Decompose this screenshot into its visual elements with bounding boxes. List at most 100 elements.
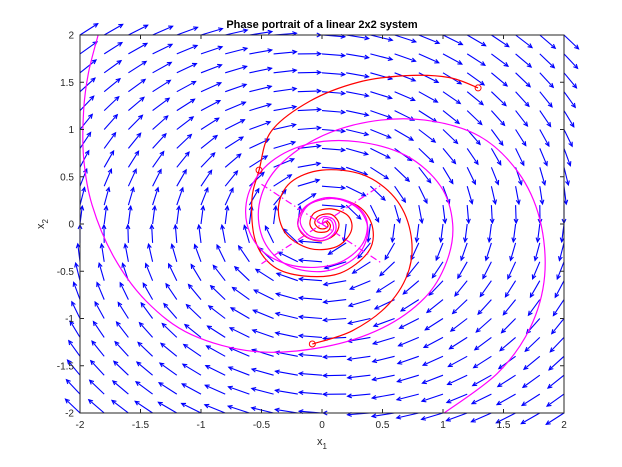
field-arrow	[103, 204, 109, 225]
vector-field	[64, 22, 580, 426]
field-arrow	[224, 170, 239, 187]
field-arrow	[103, 77, 122, 93]
field-arrow	[442, 34, 464, 46]
field-arrow	[466, 167, 476, 186]
field-arrow	[176, 186, 184, 206]
y-tick-label: 0.5	[60, 172, 74, 183]
field-arrow	[321, 185, 347, 191]
field-arrow	[370, 34, 394, 42]
field-arrow	[545, 412, 565, 426]
field-arrow	[157, 401, 178, 414]
field-arrow	[87, 398, 105, 414]
field-arrow	[200, 186, 209, 206]
field-arrow	[346, 128, 370, 137]
field-arrow	[273, 140, 297, 149]
field-arrow	[418, 204, 424, 225]
field-arrow	[165, 282, 178, 300]
field-arrow	[227, 385, 250, 395]
field-arrow	[520, 412, 541, 425]
field-arrow	[522, 355, 541, 371]
field-arrow	[424, 318, 444, 331]
field-arrow	[563, 91, 576, 109]
field-arrow	[539, 72, 555, 89]
field-arrow	[182, 343, 202, 357]
field-arrow	[79, 22, 99, 36]
field-arrow	[65, 378, 81, 395]
field-arrow	[471, 374, 492, 387]
x-tick-label: 1	[440, 420, 446, 431]
field-arrow	[509, 242, 517, 262]
field-arrow	[249, 48, 274, 55]
field-arrow	[250, 406, 274, 414]
x-tick-label: -0.5	[253, 420, 271, 431]
field-arrow	[394, 204, 401, 224]
field-arrow	[176, 26, 199, 36]
field-arrow	[442, 129, 459, 145]
field-arrow	[274, 292, 298, 301]
field-arrow	[425, 299, 444, 314]
field-arrow	[396, 374, 419, 383]
field-arrow	[250, 387, 274, 395]
x-tick-label: 2	[561, 420, 567, 431]
field-arrow	[168, 262, 178, 281]
field-arrow	[420, 393, 444, 403]
field-arrow	[297, 88, 323, 94]
field-arrow	[249, 84, 273, 93]
field-arrow	[347, 299, 371, 308]
field-arrow	[370, 393, 395, 400]
field-arrow	[200, 45, 224, 55]
field-arrow	[200, 169, 213, 187]
field-arrow	[418, 148, 435, 164]
field-arrow	[322, 299, 347, 305]
field-arrow	[418, 129, 437, 143]
field-arrow	[181, 383, 202, 395]
field-arrow	[103, 149, 115, 168]
field-arrow	[535, 223, 541, 244]
field-arrow	[321, 204, 347, 210]
field-arrow	[431, 261, 444, 279]
field-arrow	[128, 96, 145, 112]
field-arrow	[79, 77, 96, 93]
field-arrow	[414, 223, 420, 244]
field-arrow	[275, 272, 298, 282]
field-arrow	[176, 44, 199, 55]
field-arrow	[112, 360, 129, 376]
eigen-direction-line	[261, 183, 383, 265]
field-arrow	[224, 153, 242, 168]
field-arrow	[470, 412, 492, 423]
field-arrow	[273, 104, 298, 112]
field-arrow	[447, 355, 468, 368]
field-arrow	[103, 167, 113, 187]
field-arrow	[394, 166, 411, 183]
field-arrow	[527, 299, 541, 317]
field-arrow	[89, 359, 105, 376]
field-arrow	[249, 102, 273, 112]
field-arrow	[96, 281, 105, 300]
field-arrow	[499, 336, 516, 352]
field-arrow	[462, 223, 468, 244]
field-arrow	[249, 29, 274, 36]
field-arrow	[513, 205, 519, 225]
field-arrow	[79, 149, 90, 168]
field-arrow	[322, 317, 347, 323]
field-arrow	[176, 133, 193, 149]
field-arrow	[224, 187, 234, 206]
field-arrow	[209, 284, 226, 300]
field-arrow	[345, 185, 367, 197]
field-arrow	[274, 311, 298, 320]
field-arrow	[515, 34, 534, 49]
field-arrow	[297, 193, 317, 206]
field-arrow	[161, 322, 178, 338]
field-arrow	[123, 242, 129, 262]
field-arrow	[550, 318, 565, 335]
field-arrow	[357, 242, 371, 260]
field-arrow	[97, 261, 105, 281]
field-arrow	[395, 393, 419, 402]
y-tick-label: -1	[65, 314, 74, 325]
field-arrow	[418, 72, 440, 83]
field-arrow	[204, 384, 226, 395]
field-arrow	[539, 110, 552, 128]
field-arrow	[370, 147, 391, 159]
field-arrow	[418, 34, 441, 45]
field-arrow	[128, 78, 147, 93]
